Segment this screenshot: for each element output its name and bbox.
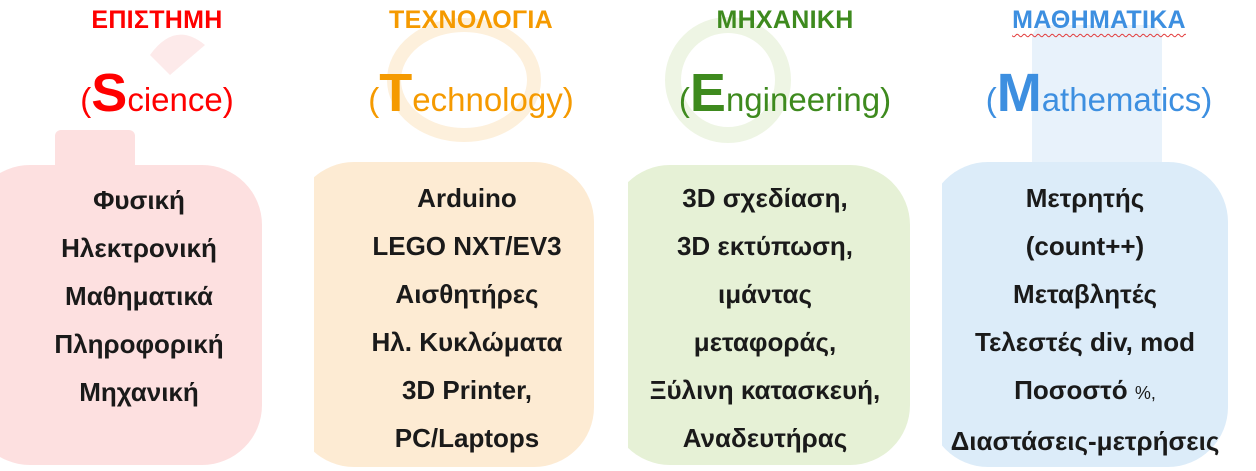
paren-open: ( <box>80 81 92 118</box>
initial-letter: E <box>689 63 726 123</box>
list-item: Μετρητής <box>1025 183 1145 213</box>
flask-background-icon <box>0 34 262 465</box>
paren-open: ( <box>985 81 997 118</box>
list-item: Μηχανική <box>79 377 199 407</box>
list-item: ιμάντας <box>718 279 812 309</box>
list-item: Διαστάσεις-μετρήσεις <box>950 426 1220 456</box>
subtitle-rest: ngineering <box>725 81 881 118</box>
subtitle-rest: echnology <box>412 81 563 118</box>
paren-close: ) <box>562 81 574 118</box>
list-item: Αναδευτήρας <box>682 423 848 453</box>
list-item: Ηλεκτρονική <box>61 233 217 263</box>
list-item: PC/Laptops <box>394 423 540 453</box>
list-engineering: 3D σχεδίαση, 3D εκτύπωση, ιμάντας μεταφο… <box>608 174 922 462</box>
paren-open: ( <box>678 81 690 118</box>
list-item: LEGO NXT/EV3 <box>372 231 562 261</box>
satellite-background-icon <box>314 18 594 467</box>
list-item: Φυσική <box>93 185 185 215</box>
heading-mathematics: ΜΑΘΗΜΑΤΙΚΑ <box>942 6 1256 35</box>
list-item: Πληροφορική <box>54 329 224 359</box>
list-item: Ξύλινη κατασκευή, <box>649 375 881 405</box>
list-item: 3D εκτύπωση, <box>676 231 854 261</box>
list-item: Arduino <box>417 183 517 213</box>
column-engineering: ΜΗΧΑΝΙΚΗ (Engineering) 3D σχεδίαση, 3D ε… <box>628 0 942 471</box>
list-item: 3D σχεδίαση, <box>682 183 848 213</box>
heading-text: ΜΑΘΗΜΑΤΙΚΑ <box>1012 6 1186 34</box>
list-item: Ηλ. Κυκλώματα <box>371 327 563 357</box>
heading-technology: ΤΕΧΝΟΛΟΓΙΑ <box>389 6 553 34</box>
initial-letter: T <box>379 63 413 123</box>
column-science: ΕΠΙΣΤΗΜΗ (Science) Φυσική Ηλεκτρονική Μα… <box>0 0 314 471</box>
list-item: Τελεστές div, mod <box>975 327 1195 357</box>
paren-close: ) <box>880 81 892 118</box>
subtitle-rest: athematics <box>1041 81 1202 118</box>
list-item: Ποσοστό %, <box>928 366 1242 417</box>
paren-close: ) <box>222 81 234 118</box>
paren-close: ) <box>1201 81 1213 118</box>
list-item: Μαθηματικά <box>65 281 213 311</box>
list-science: Φυσική Ηλεκτρονική Μαθηματικά Πληροφορικ… <box>0 176 296 416</box>
calculator-background-icon <box>942 25 1228 467</box>
gear-background-icon <box>628 17 910 465</box>
subtitle-rest: cience <box>127 81 223 118</box>
subtitle-engineering: (Engineering) <box>628 62 942 124</box>
initial-letter: M <box>996 63 1042 123</box>
paren-open: ( <box>368 81 380 118</box>
column-technology: ΤΕΧΝΟΛΟΓΙΑ (Technology) Arduino LEGO NXT… <box>314 0 628 471</box>
percent-sign: %, <box>1134 383 1156 403</box>
list-item: Μεταβλητές <box>1013 279 1157 309</box>
subtitle-mathematics: (Mathematics) <box>942 62 1256 124</box>
column-mathematics: ΜΑΘΗΜΑΤΙΚΑ (Mathematics) Μετρητής (count… <box>942 0 1256 471</box>
list-item: μεταφοράς, <box>693 327 837 357</box>
initial-letter: S <box>91 63 128 123</box>
heading-engineering: ΜΗΧΑΝΙΚΗ <box>716 6 854 34</box>
list-item: (count++) <box>1025 231 1145 261</box>
subtitle-technology: (Technology) <box>314 62 628 124</box>
list-technology: Arduino LEGO NXT/EV3 Αισθητήρες Ηλ. Κυκλ… <box>310 174 624 462</box>
heading-science: ΕΠΙΣΤΗΜΗ <box>91 6 223 34</box>
list-item: Αισθητήρες <box>395 279 539 309</box>
list-item: 3D Printer, <box>401 375 533 405</box>
list-mathematics: Μετρητής (count++) Μεταβλητές Τελεστές d… <box>928 174 1242 465</box>
subtitle-science: (Science) <box>0 62 314 124</box>
list-item-text: Ποσοστό <box>1014 375 1128 405</box>
